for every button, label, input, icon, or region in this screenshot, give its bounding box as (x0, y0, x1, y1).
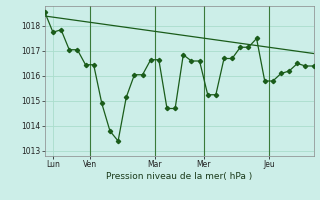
X-axis label: Pression niveau de la mer( hPa ): Pression niveau de la mer( hPa ) (106, 172, 252, 181)
